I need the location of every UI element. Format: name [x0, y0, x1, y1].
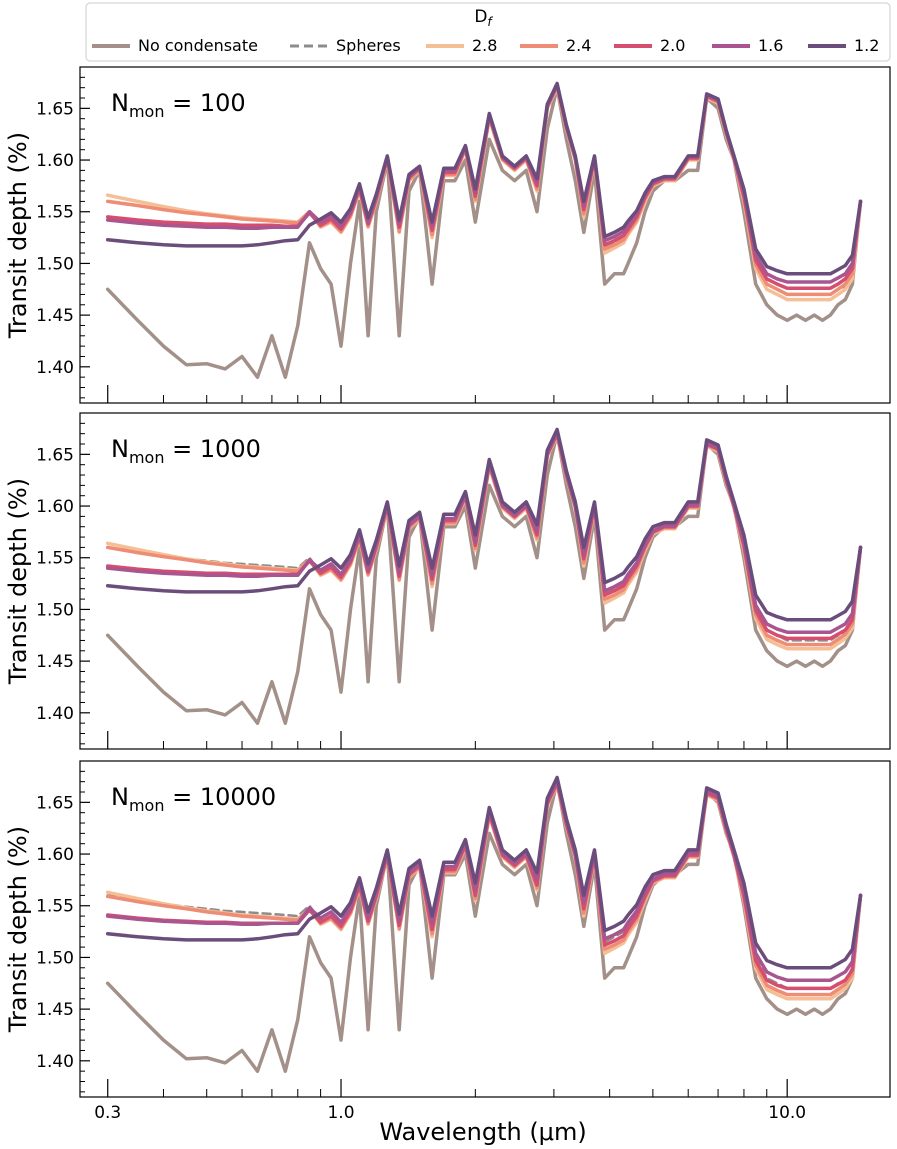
legend-label: 2.8: [472, 36, 497, 55]
series-line-1-2: [105, 81, 863, 276]
legend-label: Spheres: [336, 36, 401, 55]
series-group: [105, 81, 863, 379]
series-line-no-condensate: [105, 779, 863, 1073]
x-tick-label: 0.3: [94, 1103, 121, 1123]
y-tick-label: 1.40: [36, 704, 74, 724]
x-tick-label: 10.0: [768, 1103, 806, 1123]
y-tick-label: 1.45: [36, 306, 74, 326]
y-tick-label: 1.55: [36, 203, 74, 223]
series-line-1-2: [105, 427, 863, 622]
y-tick-label: 1.65: [36, 445, 74, 465]
legend-label: 2.4: [566, 36, 591, 55]
axes-frame: [79, 412, 891, 750]
series-line-1-2: [105, 775, 863, 970]
legend-entry: 2.8: [426, 36, 497, 55]
y-tick-label: 1.55: [36, 549, 74, 569]
panel-label: Nmon = 100: [111, 89, 246, 121]
axes-frame: [79, 760, 891, 1098]
legend-entry: Spheres: [290, 36, 401, 55]
legend-entry: 1.6: [712, 36, 783, 55]
panel: 1.40 1.45 1.50 1.55 1.60 1.65 0.3 1.0 10.0 Transi…: [4, 760, 891, 1123]
panel-label: Nmon = 10000: [111, 783, 276, 815]
y-tick-label: 1.65: [36, 99, 74, 119]
series-line-no-condensate: [105, 85, 863, 379]
y-axis-label: Transit depth (%): [4, 478, 32, 685]
y-tick-label: 1.60: [36, 151, 74, 171]
y-tick-label: 1.40: [36, 358, 74, 378]
legend-label: No condensate: [138, 36, 258, 55]
x-tick-label: 1.0: [327, 1103, 354, 1123]
y-tick-label: 1.60: [36, 845, 74, 865]
legend-entry: No condensate: [92, 36, 258, 55]
axes-frame: [79, 66, 891, 404]
y-tick-label: 1.50: [36, 948, 74, 968]
y-axis-label: Transit depth (%): [4, 826, 32, 1033]
legend-label: 2.0: [660, 36, 685, 55]
series-group: [105, 427, 863, 725]
series-line-no-condensate: [105, 431, 863, 725]
x-axis-label: Wavelength (μm): [379, 1118, 586, 1146]
y-tick-label: 1.50: [36, 600, 74, 620]
legend-entry: 1.2: [808, 36, 879, 55]
y-tick-label: 1.60: [36, 497, 74, 517]
y-tick-label: 1.40: [36, 1052, 74, 1072]
legend-title: Df: [474, 7, 493, 29]
legend-entry: 2.0: [614, 36, 685, 55]
series-group: [105, 775, 863, 1073]
y-axis-label: Transit depth (%): [4, 132, 32, 339]
y-tick-label: 1.65: [36, 793, 74, 813]
y-tick-label: 1.50: [36, 254, 74, 274]
legend-entry: 2.4: [520, 36, 591, 55]
panel-label: Nmon = 1000: [111, 435, 261, 467]
legend-label: 1.6: [758, 36, 783, 55]
y-tick-label: 1.45: [36, 652, 74, 672]
y-tick-label: 1.45: [36, 1000, 74, 1020]
y-tick-label: 1.55: [36, 897, 74, 917]
legend: Df No condensate Spheres 2.8 2.4 2.0 1.6 1.2: [85, 2, 891, 62]
legend-label: 1.2: [854, 36, 879, 55]
legend-frame: [85, 2, 891, 62]
